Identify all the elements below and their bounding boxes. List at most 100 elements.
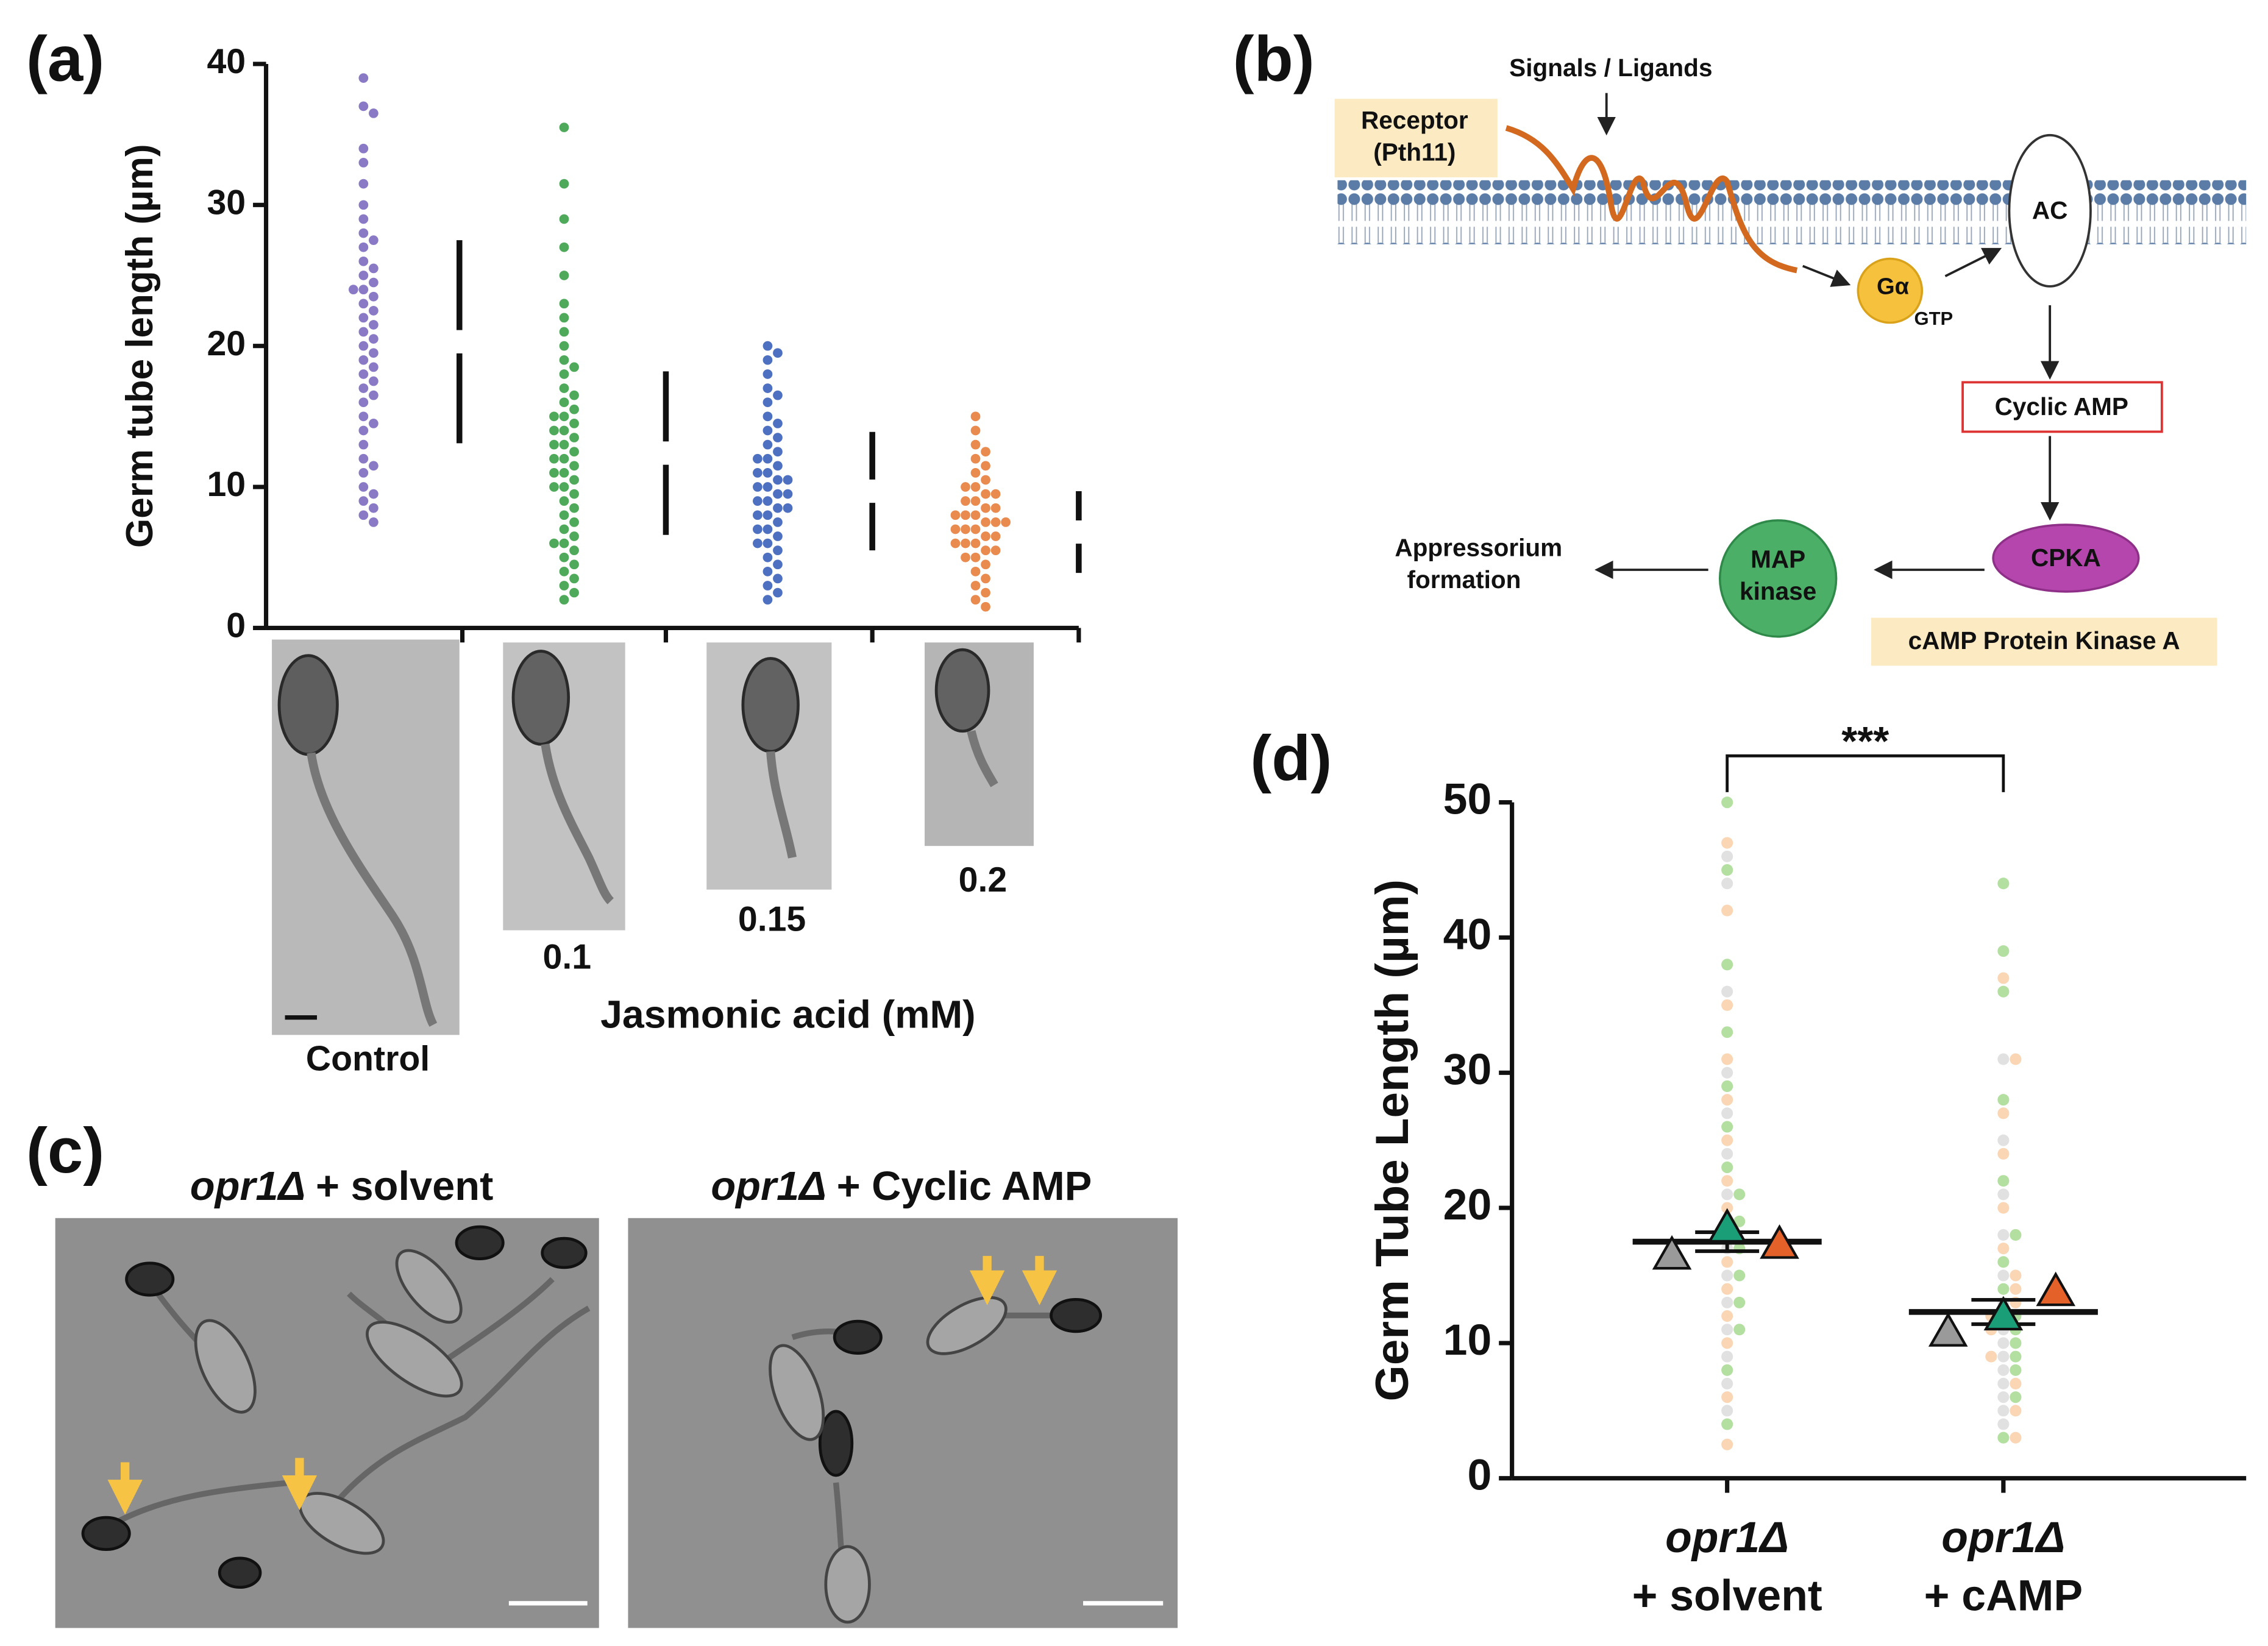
data-point <box>1997 1269 2010 1282</box>
data-point <box>1997 1350 2010 1363</box>
data-point <box>1721 1026 1733 1038</box>
spore <box>277 654 339 756</box>
data-point <box>1997 972 2010 984</box>
data-point <box>763 383 773 393</box>
data-point <box>1997 1243 2010 1255</box>
x-tick-label: 0.1 <box>542 937 591 976</box>
data-point <box>369 108 379 118</box>
data-point <box>569 587 579 598</box>
data-point <box>1721 1053 1733 1065</box>
data-point <box>358 73 369 83</box>
data-point <box>369 348 379 358</box>
data-point <box>358 510 369 520</box>
data-point <box>1997 1337 2010 1349</box>
data-point <box>358 313 369 323</box>
treatment: + Cyclic AMP <box>837 1164 1092 1209</box>
spore <box>818 1410 854 1477</box>
data-point <box>763 538 773 548</box>
strain: opr1Δ <box>190 1164 306 1209</box>
data-point <box>981 531 990 541</box>
data-point <box>753 482 763 492</box>
data-point <box>369 305 379 316</box>
data-point <box>559 566 569 576</box>
data-point <box>990 531 1001 541</box>
data-point <box>1997 1418 2010 1430</box>
micrograph-title: opr1Δ + Cyclic AMP <box>711 1164 1092 1209</box>
data-point <box>1997 1188 2010 1201</box>
data-point <box>961 552 970 562</box>
data-point <box>783 489 793 499</box>
y-tick-label: 40 <box>207 42 246 81</box>
appressorium-cell <box>194 1319 257 1414</box>
ac-ellipse <box>2008 133 2092 288</box>
y-tick-label: 20 <box>207 324 246 363</box>
cpka <box>1992 523 2140 593</box>
data-point <box>773 419 783 428</box>
data-point <box>559 439 569 450</box>
panel-label: (a) <box>26 24 104 95</box>
y-tick-label: 0 <box>226 606 246 645</box>
data-point <box>1721 1364 1733 1376</box>
data-point <box>1721 837 1733 849</box>
data-point <box>981 461 990 471</box>
data-point <box>961 496 970 506</box>
data-point <box>1721 1269 1733 1282</box>
data-point <box>1721 1296 1733 1308</box>
data-point <box>358 179 369 189</box>
germ-tube <box>766 751 797 859</box>
data-point <box>1997 1175 2010 1187</box>
data-point <box>358 214 369 224</box>
x-tick-label: opr1Δ <box>1665 1513 1789 1562</box>
data-point <box>358 425 369 436</box>
replicate-mean <box>1928 1312 1968 1347</box>
data-point <box>1721 1134 1733 1146</box>
data-point <box>2010 1391 2022 1403</box>
data-point <box>559 313 569 323</box>
data-point <box>970 524 981 534</box>
hypha <box>434 1277 555 1369</box>
data-point <box>990 517 1001 527</box>
data-point <box>753 453 763 464</box>
data-point <box>569 545 579 556</box>
data-point <box>569 503 579 513</box>
data-point <box>1997 1229 2010 1241</box>
data-point <box>1733 1296 1746 1308</box>
y-tick-label: 10 <box>207 465 246 504</box>
x-axis-title: Jasmonic acid (mM) <box>600 993 975 1037</box>
data-point <box>559 299 569 309</box>
data-point <box>1733 1188 1746 1201</box>
data-point <box>1721 864 1733 876</box>
micrographs-c <box>55 1218 1178 1628</box>
data-point <box>549 453 559 464</box>
data-point <box>970 425 981 436</box>
data-point <box>950 524 961 534</box>
data-point <box>1997 878 2010 890</box>
y-tick-label: 40 <box>1443 910 1492 959</box>
data-point <box>1721 1337 1733 1349</box>
spore <box>541 1236 588 1269</box>
replicate-mean <box>1707 1208 1747 1243</box>
data-point <box>1721 1188 1733 1201</box>
data-point <box>773 489 783 499</box>
data-point <box>773 531 783 541</box>
y-axis-title: Germ tube length (µm) <box>119 144 161 548</box>
data-point <box>773 503 783 513</box>
data-point <box>369 517 379 527</box>
data-point <box>1721 1283 1733 1295</box>
data-point <box>763 496 773 506</box>
diagram-label: AC <box>2032 196 2068 224</box>
data-point <box>358 228 369 238</box>
data-point <box>1721 1066 1733 1079</box>
data-point <box>981 517 990 527</box>
replicate-mean <box>1760 1224 1799 1259</box>
data-point <box>369 320 379 330</box>
y-axis-title: Germ Tube Length (µm) <box>1367 879 1418 1402</box>
spore <box>511 650 571 746</box>
data-point <box>2010 1350 2022 1363</box>
data-point <box>369 291 379 302</box>
data-point <box>559 214 569 224</box>
data-point <box>981 559 990 570</box>
data-point <box>970 552 981 562</box>
